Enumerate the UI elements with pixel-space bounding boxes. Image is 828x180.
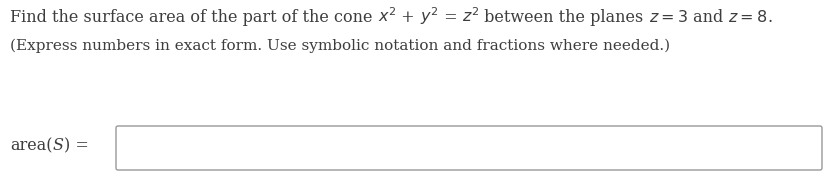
Text: and: and (687, 9, 727, 26)
Text: $z = 8$: $z = 8$ (727, 9, 767, 25)
Text: area(: area( (10, 137, 52, 154)
Text: Find the surface area of the part of the cone: Find the surface area of the part of the… (10, 9, 378, 26)
Text: =: = (438, 9, 462, 26)
Text: S: S (52, 137, 64, 154)
Text: .: . (767, 9, 772, 26)
Text: $z^2$: $z^2$ (462, 6, 479, 25)
Text: $z = 3$: $z = 3$ (648, 9, 687, 25)
Text: (Express numbers in exact form. Use symbolic notation and fractions where needed: (Express numbers in exact form. Use symb… (10, 39, 669, 53)
Text: $y^2$: $y^2$ (420, 5, 438, 27)
Text: +: + (396, 9, 420, 26)
Text: $x^2$: $x^2$ (378, 6, 396, 25)
Text: ) =: ) = (64, 137, 89, 154)
Text: between the planes: between the planes (479, 9, 648, 26)
FancyBboxPatch shape (116, 126, 821, 170)
